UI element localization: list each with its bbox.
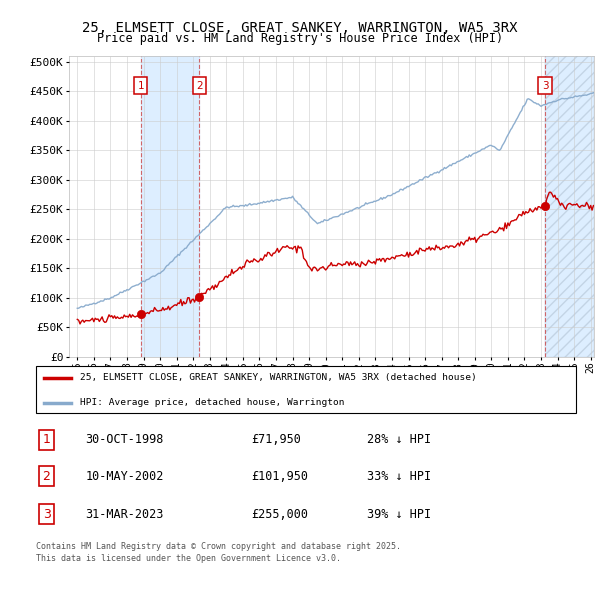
Text: 25, ELMSETT CLOSE, GREAT SANKEY, WARRINGTON, WA5 3RX (detached house): 25, ELMSETT CLOSE, GREAT SANKEY, WARRING… xyxy=(80,373,476,382)
Bar xyxy=(545,56,594,357)
Text: 1: 1 xyxy=(43,433,50,446)
Bar xyxy=(141,56,199,357)
FancyBboxPatch shape xyxy=(35,365,577,413)
Text: 3: 3 xyxy=(43,508,50,521)
Text: 28% ↓ HPI: 28% ↓ HPI xyxy=(367,433,431,446)
Bar xyxy=(545,56,594,357)
Text: 25, ELMSETT CLOSE, GREAT SANKEY, WARRINGTON, WA5 3RX: 25, ELMSETT CLOSE, GREAT SANKEY, WARRING… xyxy=(82,21,518,35)
Text: 3: 3 xyxy=(542,81,548,90)
Text: 30-OCT-1998: 30-OCT-1998 xyxy=(85,433,164,446)
Text: 1: 1 xyxy=(137,81,144,90)
Text: £101,950: £101,950 xyxy=(251,470,308,483)
Text: Contains HM Land Registry data © Crown copyright and database right 2025.
This d: Contains HM Land Registry data © Crown c… xyxy=(35,542,401,563)
Text: 10-MAY-2002: 10-MAY-2002 xyxy=(85,470,164,483)
Text: 2: 2 xyxy=(196,81,202,90)
Text: Price paid vs. HM Land Registry's House Price Index (HPI): Price paid vs. HM Land Registry's House … xyxy=(97,32,503,45)
Text: 2: 2 xyxy=(43,470,50,483)
Text: 31-MAR-2023: 31-MAR-2023 xyxy=(85,508,164,521)
Text: 39% ↓ HPI: 39% ↓ HPI xyxy=(367,508,431,521)
Text: £71,950: £71,950 xyxy=(251,433,301,446)
Text: HPI: Average price, detached house, Warrington: HPI: Average price, detached house, Warr… xyxy=(80,398,344,407)
Text: £255,000: £255,000 xyxy=(251,508,308,521)
Text: 33% ↓ HPI: 33% ↓ HPI xyxy=(367,470,431,483)
